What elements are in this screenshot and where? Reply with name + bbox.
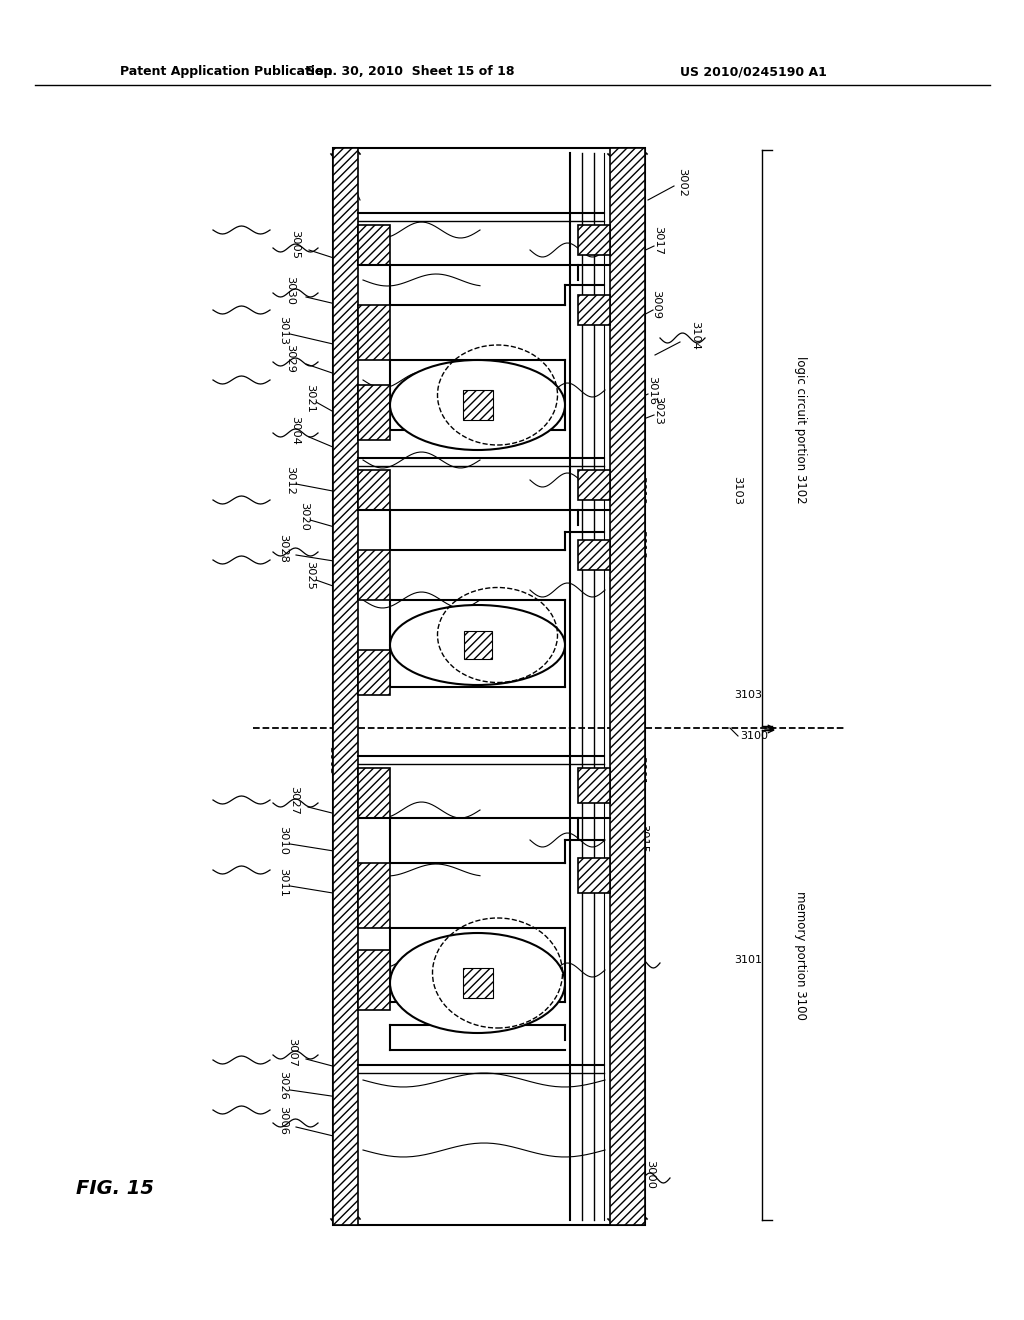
- Text: FIG. 15: FIG. 15: [76, 1179, 154, 1197]
- Text: 3009: 3009: [651, 290, 662, 319]
- Text: 3016: 3016: [647, 376, 657, 404]
- Text: 3014: 3014: [633, 875, 643, 904]
- Bar: [464, 631, 492, 659]
- Text: 3017: 3017: [653, 226, 663, 255]
- Text: 3029: 3029: [285, 343, 295, 372]
- Text: Sep. 30, 2010  Sheet 15 of 18: Sep. 30, 2010 Sheet 15 of 18: [306, 66, 514, 78]
- Ellipse shape: [390, 360, 565, 450]
- Text: 3008: 3008: [623, 495, 633, 524]
- Text: 3100: 3100: [740, 731, 768, 741]
- Text: 3030: 3030: [285, 276, 295, 305]
- Bar: [578, 858, 610, 894]
- Bar: [463, 389, 493, 420]
- Text: 3004: 3004: [290, 416, 300, 445]
- Bar: [463, 968, 493, 998]
- Bar: [610, 148, 645, 1225]
- Text: 3010: 3010: [278, 825, 288, 854]
- Text: 3028: 3028: [278, 533, 288, 562]
- Text: 3027: 3027: [289, 785, 299, 814]
- Text: 3026: 3026: [278, 1071, 288, 1100]
- Bar: [358, 863, 390, 928]
- Text: 3103: 3103: [732, 475, 742, 504]
- Text: 3013: 3013: [278, 315, 288, 345]
- Text: logic circuit portion 3102: logic circuit portion 3102: [794, 356, 807, 504]
- Text: 3000: 3000: [645, 1160, 655, 1189]
- Bar: [358, 649, 390, 696]
- Text: 3101: 3101: [734, 954, 762, 965]
- Text: 3022: 3022: [617, 550, 627, 579]
- Text: 3103: 3103: [734, 690, 762, 700]
- Text: 3006: 3006: [278, 1106, 288, 1134]
- Bar: [578, 768, 610, 803]
- Bar: [358, 450, 610, 696]
- Bar: [358, 470, 390, 510]
- Text: 3002: 3002: [677, 168, 687, 197]
- Bar: [358, 195, 610, 440]
- Bar: [578, 294, 610, 325]
- Text: 3023: 3023: [653, 396, 663, 425]
- Text: 3015: 3015: [638, 824, 648, 853]
- Text: Patent Application Publication: Patent Application Publication: [120, 66, 333, 78]
- Text: 3019: 3019: [635, 475, 645, 504]
- Text: 3104: 3104: [690, 321, 700, 350]
- Text: 3003: 3003: [327, 746, 337, 775]
- Text: 3025: 3025: [305, 561, 315, 590]
- Bar: [578, 224, 610, 255]
- Bar: [358, 224, 390, 265]
- Bar: [333, 148, 645, 1225]
- Text: 3024: 3024: [335, 149, 345, 177]
- Text: 3012: 3012: [285, 466, 295, 495]
- Text: 3020: 3020: [299, 502, 309, 531]
- Bar: [358, 385, 390, 440]
- Bar: [358, 305, 390, 360]
- Text: 3007: 3007: [287, 1038, 297, 1067]
- Text: 3021: 3021: [305, 384, 315, 412]
- Text: 3011: 3011: [278, 867, 288, 896]
- Bar: [358, 768, 390, 818]
- Bar: [358, 950, 390, 1010]
- Text: US 2010/0245190 A1: US 2010/0245190 A1: [680, 66, 826, 78]
- Ellipse shape: [390, 933, 565, 1034]
- Bar: [333, 148, 358, 1225]
- Text: memory portion 3100: memory portion 3100: [794, 891, 807, 1019]
- Bar: [578, 540, 610, 570]
- Text: 3001: 3001: [635, 755, 645, 784]
- Text: 3018: 3018: [635, 531, 645, 560]
- Bar: [578, 470, 610, 500]
- Bar: [358, 748, 610, 1010]
- Text: 3005: 3005: [290, 231, 300, 260]
- Text: 3101: 3101: [633, 945, 643, 974]
- Bar: [358, 550, 390, 601]
- Ellipse shape: [390, 605, 565, 685]
